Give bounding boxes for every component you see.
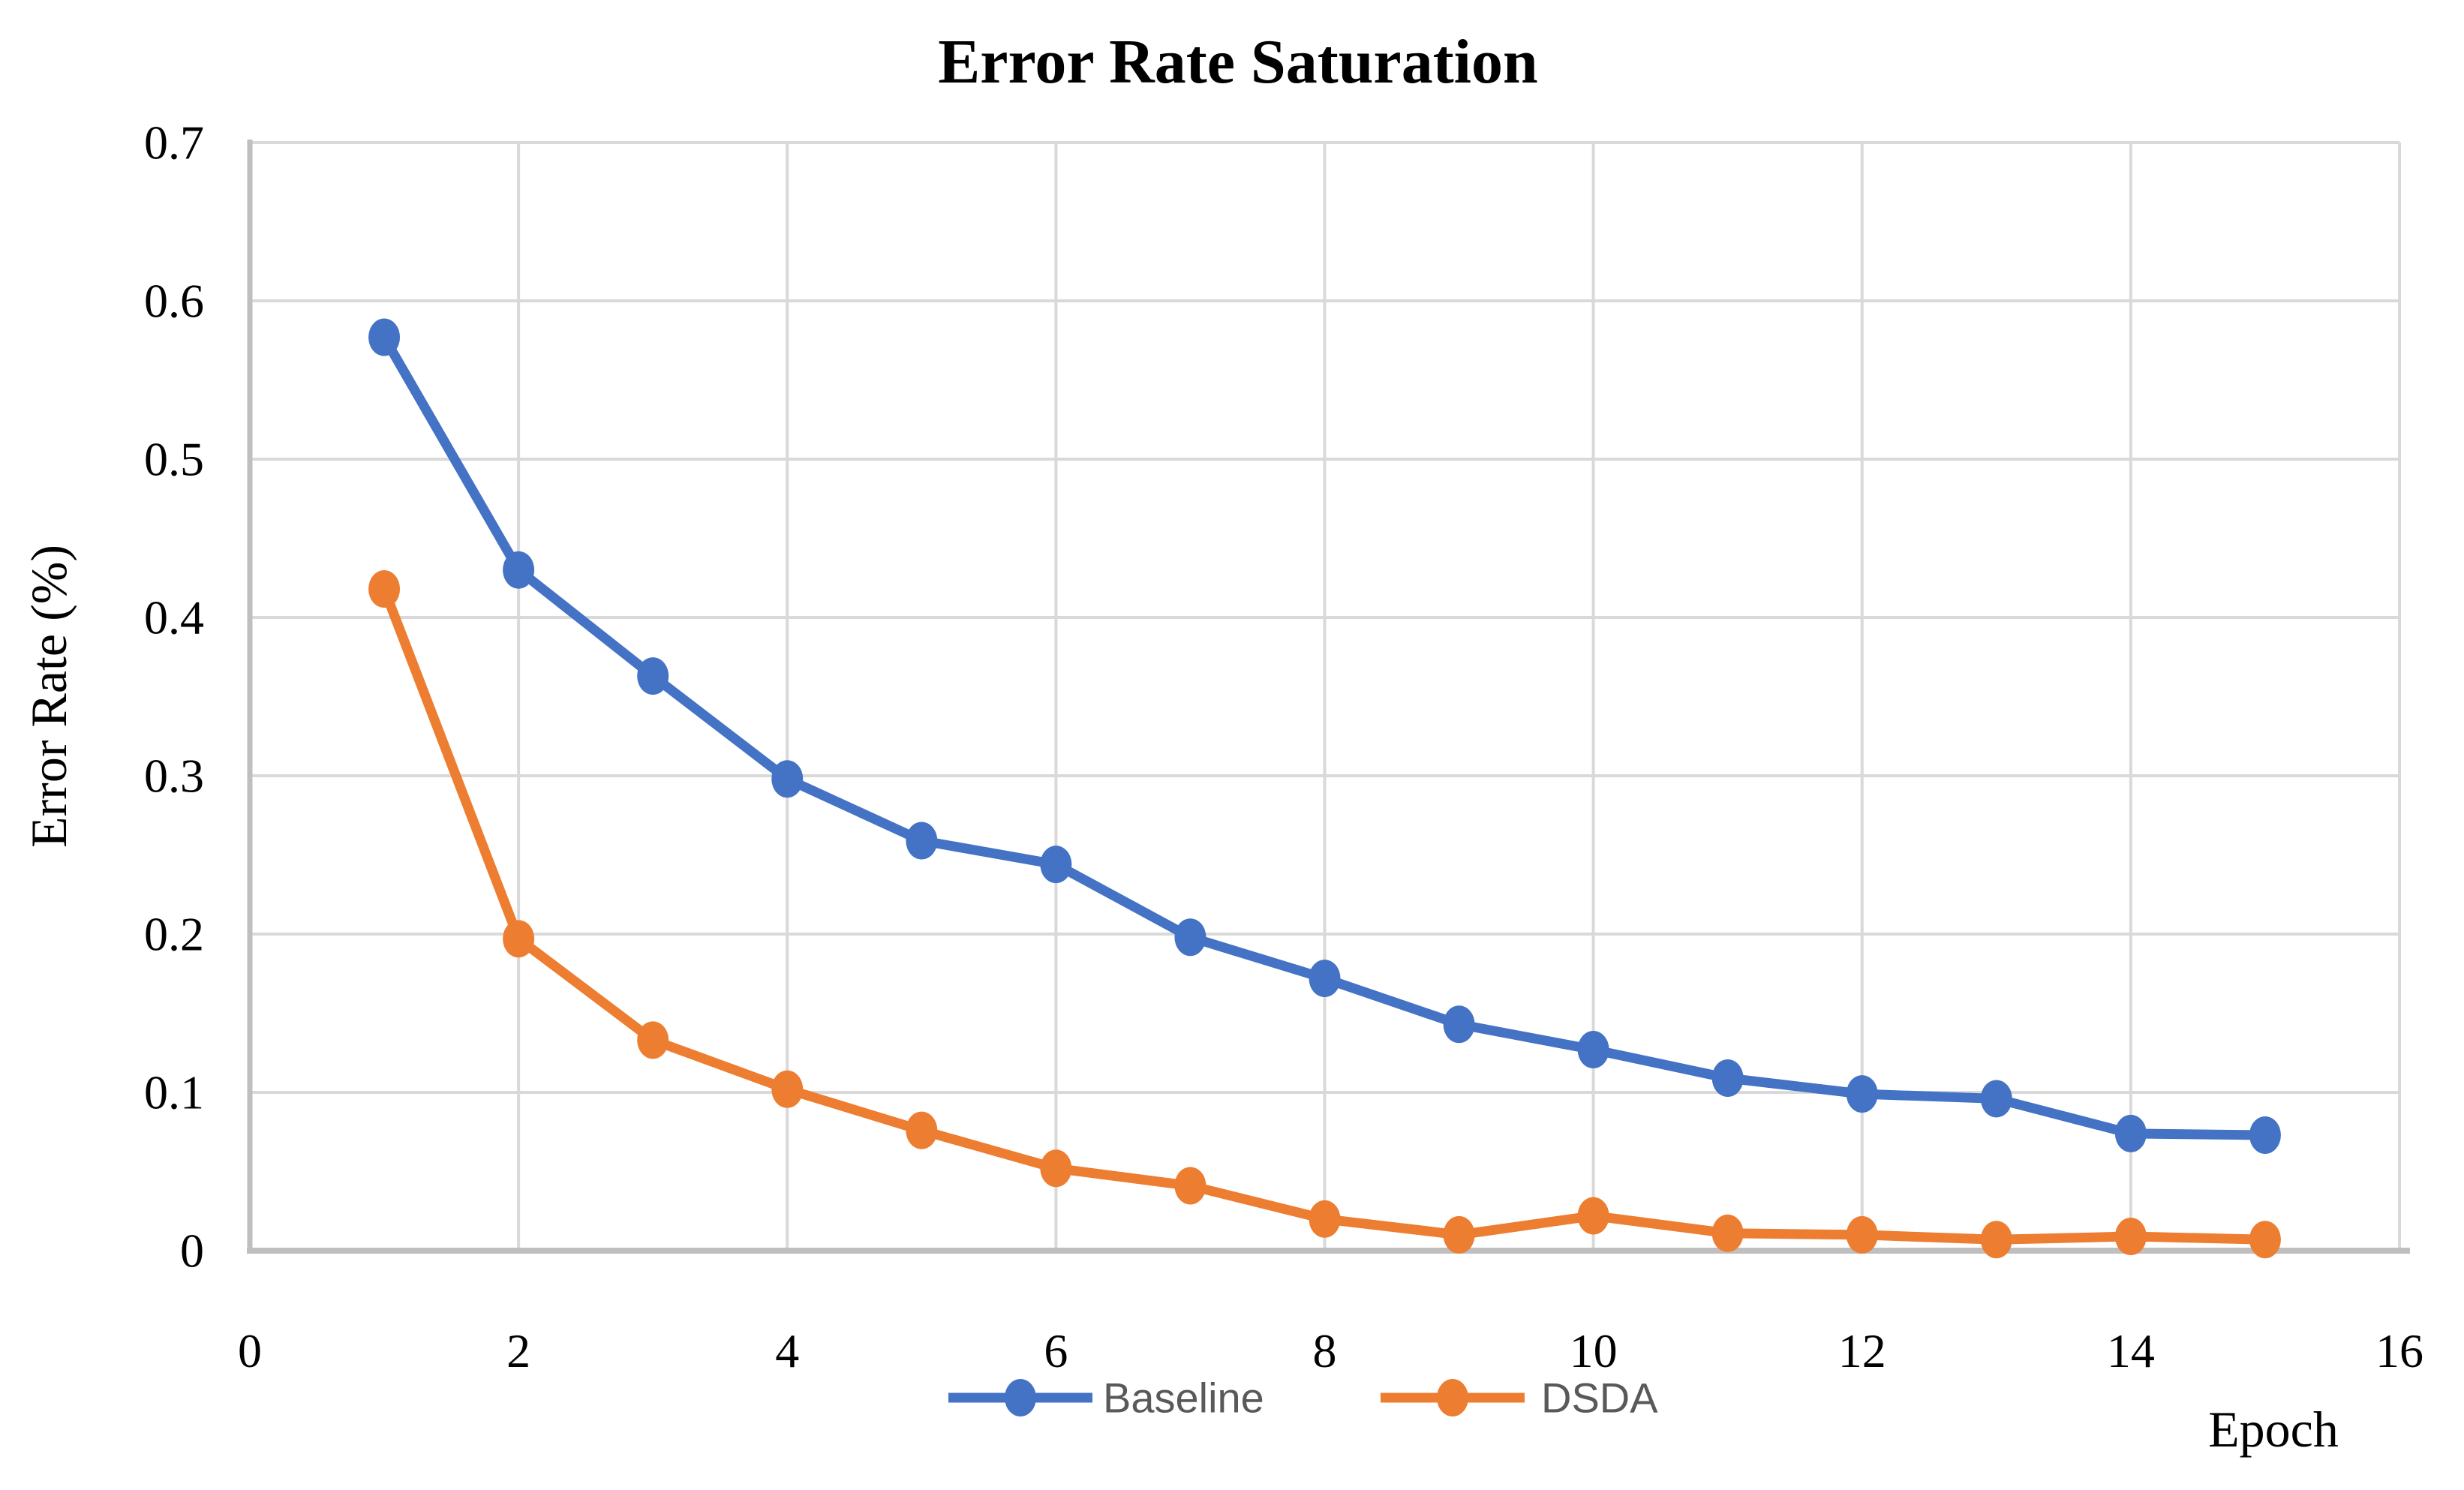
x-tick-label: 16 [2375,1324,2423,1377]
dsda-data-point-marker [2114,1218,2147,1256]
dsda-data-point-marker [771,1070,804,1108]
dsda-data-point-marker [1846,1215,1878,1254]
y-axis-title: Error Rate (%) [20,545,77,848]
x-tick-label: 0 [238,1324,262,1377]
y-tick-label: 0.6 [144,275,204,328]
y-tick-label: 0 [180,1224,204,1278]
tick-labels: 0 2 4 6 8 10 12 14 16 0 0.1 0.2 0.3 0.4 0.5 0.6 0.7 [144,116,2423,1378]
axes [247,140,2410,1254]
dsda-legend-label: DSDA [1541,1374,1658,1422]
baseline-data-point-marker [1443,1005,1475,1044]
dsda-data-point-marker [2249,1221,2281,1259]
baseline-data-point-marker [1577,1031,1609,1069]
baseline-data-point-marker [368,318,401,356]
baseline-data-point-marker [1711,1059,1744,1098]
baseline-data-point-marker [1846,1075,1878,1113]
y-tick-label: 0.3 [144,750,204,803]
y-tick-label: 0.2 [144,908,204,961]
baseline-data-point-marker [1174,918,1206,957]
baseline-legend-label: Baseline [1103,1374,1264,1422]
x-tick-label: 4 [775,1324,799,1377]
series-lines [368,318,2281,1259]
x-tick-label: 14 [2107,1324,2155,1377]
x-tick-label: 12 [1838,1324,1886,1377]
baseline-data-point-marker [1309,960,1341,998]
x-axis-title: Epoch [2208,1401,2339,1458]
dsda-data-point-marker [1309,1200,1341,1238]
baseline-data-point-marker [503,551,535,589]
dsda-data-point-marker [503,920,535,958]
dsda-data-point-marker [1174,1167,1206,1205]
dsda-data-point-marker [906,1111,938,1149]
dsda-legend-marker-icon [1437,1379,1468,1416]
x-tick-label: 2 [506,1324,530,1377]
baseline-data-point-marker [771,760,804,798]
baseline-data-point-marker [1980,1080,2012,1118]
dsda-data-point-marker [1577,1197,1609,1235]
baseline-data-point-marker [2114,1114,2147,1152]
y-tick-label: 0.7 [144,116,204,170]
x-tick-label: 6 [1044,1324,1068,1377]
dsda-data-point-marker [1443,1215,1475,1254]
baseline-data-point-marker [637,657,669,695]
y-tick-label: 0.4 [144,591,204,644]
dsda-data-point-marker [1711,1214,1744,1252]
x-tick-label: 8 [1313,1324,1337,1377]
gridlines [250,141,2401,1252]
y-tick-label: 0.5 [144,433,204,486]
baseline-legend-marker-icon [1005,1379,1036,1416]
legend-item-dsda: DSDA [1381,1374,1658,1422]
dsda-data-point-marker [1040,1149,1072,1188]
chart-title: Error Rate Saturation [938,27,1537,97]
baseline-data-point-marker [906,822,938,860]
dsda-data-point-marker [637,1021,669,1059]
x-tick-label: 10 [1570,1324,1618,1377]
baseline-data-point-marker [1040,846,1072,884]
dsda-data-point-marker [1980,1221,2012,1259]
y-tick-label: 0.1 [144,1066,204,1119]
legend: Baseline DSDA [948,1374,1658,1422]
legend-item-baseline: Baseline [948,1374,1264,1422]
baseline-data-point-marker [2249,1116,2281,1154]
dsda-data-point-marker [368,570,401,608]
